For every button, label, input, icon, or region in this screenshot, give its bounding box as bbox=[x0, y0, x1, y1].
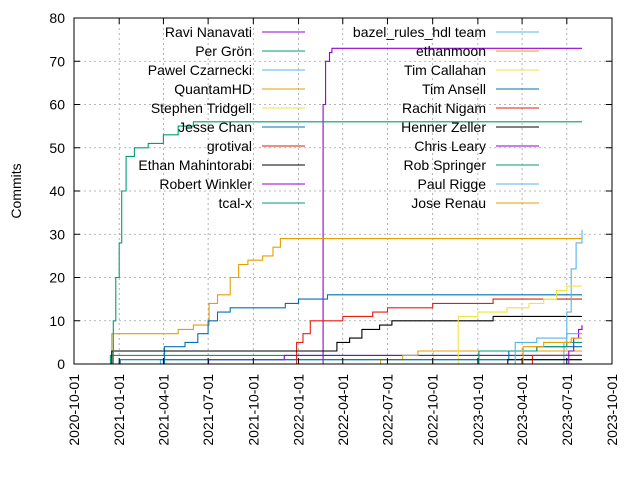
x-tick-label: 2023-01-01 bbox=[470, 374, 486, 446]
x-tick-label: 2023-10-01 bbox=[604, 374, 620, 446]
series-line-18 bbox=[513, 333, 582, 365]
series-lines bbox=[109, 47, 583, 365]
legend-entry-label: Pawel Czarnecki bbox=[148, 62, 252, 78]
y-tick-label: 80 bbox=[49, 10, 65, 26]
y-tick-label: 10 bbox=[49, 313, 65, 329]
legend: Ravi Nanavati Per Grön Pawel Czarnecki Quan… bbox=[138, 24, 539, 211]
y-tick-label: 40 bbox=[49, 183, 65, 199]
x-tick-label: 2021-04-01 bbox=[155, 374, 171, 446]
x-tick-label: 2021-01-01 bbox=[111, 374, 127, 446]
x-tick-label: 2022-04-01 bbox=[335, 374, 351, 446]
legend-entry-label: Tim Ansell bbox=[422, 81, 486, 97]
series-line-17 bbox=[477, 341, 582, 365]
legend-entry-label: Jose Renau bbox=[411, 195, 486, 211]
y-tick-label: 20 bbox=[49, 270, 65, 286]
series-line-6 bbox=[295, 298, 582, 365]
legend-entry-label: Chris Leary bbox=[414, 138, 486, 154]
x-axis-ticks: 2020-10-01 2021-01-01 2021-04-01 2021-07-01… bbox=[66, 18, 620, 446]
x-tick-label: 2022-01-01 bbox=[291, 374, 307, 446]
y-tick-label: 0 bbox=[57, 356, 65, 372]
legend-entry-label: tcal-x bbox=[219, 195, 252, 211]
y-tick-label: 30 bbox=[49, 226, 65, 242]
series-line-0 bbox=[322, 47, 582, 365]
x-tick-label: 2023-07-01 bbox=[559, 374, 575, 446]
legend-entry-label: Henner Zeller bbox=[401, 119, 486, 135]
series-line-12 bbox=[457, 285, 582, 365]
series-line-11 bbox=[379, 350, 582, 365]
x-tick-label: 2022-10-01 bbox=[425, 374, 441, 446]
y-tick-label: 50 bbox=[49, 140, 65, 156]
x-tick-label: 2022-07-01 bbox=[379, 374, 395, 446]
series-line-15 bbox=[506, 359, 582, 365]
legend-entry-label: Ravi Nanavati bbox=[165, 24, 252, 40]
x-tick-label: 2020-10-01 bbox=[66, 374, 82, 446]
series-line-2 bbox=[159, 359, 582, 365]
series-line-16 bbox=[566, 325, 583, 365]
legend-entry-label: Jesse Chan bbox=[178, 119, 252, 135]
y-tick-label: 70 bbox=[49, 53, 65, 69]
legend-entry-label: Rob Springer bbox=[404, 157, 487, 173]
legend-entry-label: ethanmoon bbox=[416, 43, 486, 59]
series-line-19 bbox=[522, 337, 582, 365]
legend-entry-label: grotival bbox=[207, 138, 252, 154]
legend-entry-label: Stephen Tridgell bbox=[151, 100, 252, 116]
series-line-3 bbox=[110, 238, 582, 365]
y-tick-label: 60 bbox=[49, 97, 65, 113]
legend-entry-label: Robert Winkler bbox=[159, 176, 252, 192]
legend-entry-label: bazel_rules_hdl team bbox=[353, 24, 486, 40]
series-line-5 bbox=[163, 294, 582, 365]
legend-entry-label: Per Grön bbox=[195, 43, 252, 59]
y-axis-label: Commits bbox=[8, 163, 24, 218]
x-tick-label: 2023-04-01 bbox=[514, 374, 530, 446]
legend-entry-label: Rachit Nigam bbox=[402, 100, 486, 116]
x-tick-label: 2021-10-01 bbox=[245, 374, 261, 446]
legend-entry-label: Ethan Mahintorabi bbox=[138, 157, 252, 173]
legend-entry-label: Tim Callahan bbox=[404, 62, 486, 78]
series-line-10 bbox=[561, 229, 583, 365]
x-tick-label: 2021-07-01 bbox=[200, 374, 216, 446]
y-axis-ticks: 0 10 20 30 40 50 60 70 80 bbox=[49, 10, 612, 372]
legend-entry-label: QuantamHD bbox=[174, 81, 252, 97]
series-line-7 bbox=[110, 315, 582, 365]
series-line-9 bbox=[110, 121, 582, 365]
legend-entry-label: Paul Rigge bbox=[418, 176, 487, 192]
